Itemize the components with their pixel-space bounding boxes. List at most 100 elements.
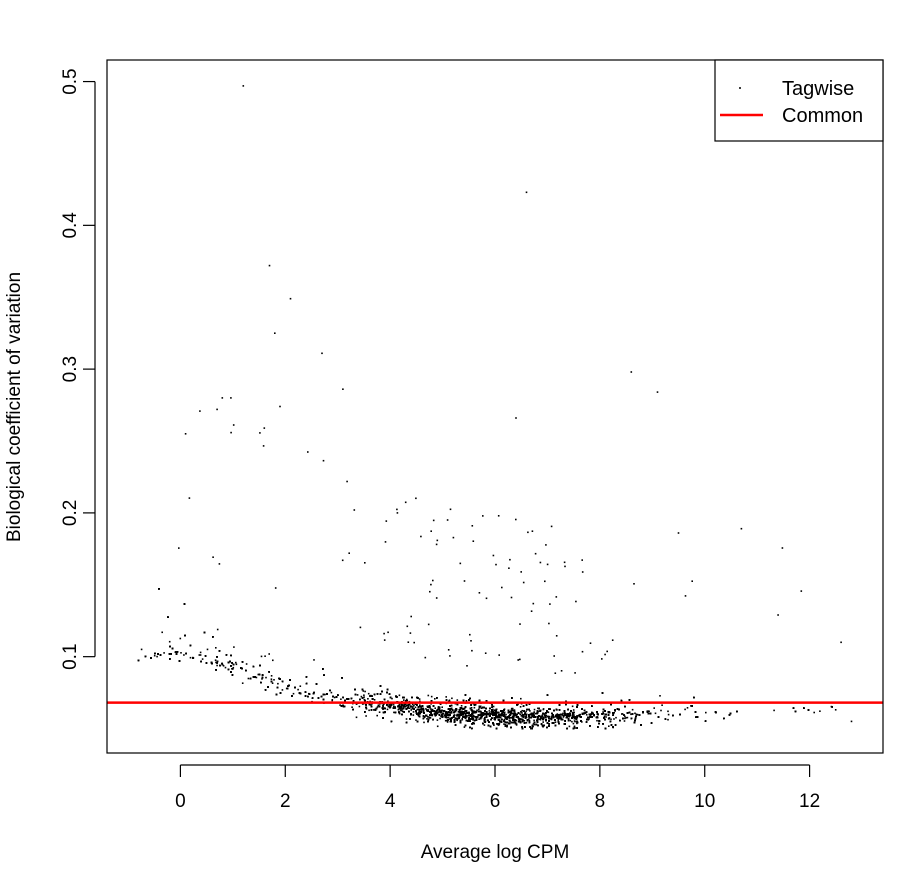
tagwise-point <box>247 677 250 680</box>
tagwise-point <box>418 698 421 700</box>
tagwise-point <box>498 719 501 721</box>
tagwise-point <box>390 704 393 706</box>
tagwise-point <box>434 707 436 709</box>
tagwise-point <box>605 716 607 718</box>
tagwise-point <box>456 719 458 722</box>
tagwise-point <box>509 717 511 719</box>
tagwise-point <box>414 706 417 709</box>
tagwise-point <box>520 697 522 700</box>
tagwise-point <box>684 708 686 711</box>
tagwise-point <box>363 698 366 701</box>
tagwise-point <box>585 714 588 716</box>
tagwise-point <box>465 700 468 702</box>
tagwise-point <box>373 709 375 711</box>
tagwise-point <box>515 724 518 726</box>
tagwise-point <box>427 709 430 711</box>
tagwise-point <box>532 723 535 725</box>
tagwise-point <box>515 716 518 718</box>
tagwise-point <box>179 637 182 640</box>
tagwise-point <box>667 710 669 713</box>
tagwise-point <box>454 720 456 722</box>
tagwise-point <box>430 708 432 710</box>
tagwise-point <box>437 711 440 713</box>
tagwise-point <box>400 704 403 707</box>
tagwise-point <box>498 711 500 714</box>
tagwise-point <box>483 712 485 714</box>
tagwise-point <box>394 707 397 709</box>
tagwise-point <box>536 715 539 718</box>
tagwise-point <box>630 713 632 716</box>
tagwise-point <box>419 704 421 706</box>
tagwise-point <box>498 716 500 719</box>
tagwise-point <box>513 709 516 711</box>
tagwise-point <box>281 689 284 691</box>
tagwise-point <box>331 699 334 701</box>
tagwise-point <box>168 640 171 643</box>
tagwise-point <box>376 706 379 708</box>
tagwise-point <box>493 724 495 726</box>
tagwise-point <box>410 714 412 716</box>
tagwise-point <box>417 708 419 710</box>
tagwise-point <box>541 714 544 717</box>
tagwise-point <box>245 663 248 665</box>
tagwise-point <box>562 716 565 718</box>
tagwise-point <box>478 708 480 711</box>
tagwise-point <box>587 719 590 721</box>
tagwise-point <box>367 692 370 695</box>
tagwise-point <box>206 648 209 651</box>
tagwise-point <box>626 716 629 719</box>
tagwise-point <box>224 666 227 669</box>
tagwise-point <box>516 713 518 715</box>
tagwise-point <box>436 725 439 728</box>
tagwise-point <box>342 705 345 708</box>
tagwise-point <box>388 703 390 706</box>
tagwise-point <box>297 688 299 691</box>
tagwise-point <box>615 716 617 719</box>
tagwise-point <box>417 715 420 717</box>
tagwise-point <box>542 716 545 718</box>
tagwise-point <box>510 716 512 719</box>
tagwise-point <box>456 713 458 716</box>
tagwise-point <box>426 718 428 720</box>
tagwise-point <box>413 704 415 707</box>
tagwise-point <box>554 721 557 723</box>
tagwise-point <box>231 668 233 670</box>
tagwise-point <box>268 653 270 655</box>
tagwise-point <box>572 722 575 725</box>
tagwise-point <box>292 692 295 695</box>
tagwise-point <box>614 710 616 712</box>
tagwise-point <box>517 721 520 723</box>
tagwise-point <box>533 711 535 713</box>
tagwise-point <box>514 722 517 725</box>
tagwise-point <box>183 654 185 656</box>
tagwise-point <box>363 694 365 696</box>
tagwise-point <box>568 725 571 728</box>
tagwise-point <box>471 710 474 713</box>
tagwise-point <box>156 655 158 658</box>
tagwise-point <box>434 698 436 700</box>
tagwise-point <box>270 678 273 680</box>
tagwise-point <box>505 713 507 716</box>
tagwise-point <box>189 656 192 659</box>
tagwise-point <box>415 719 417 721</box>
tagwise-point <box>667 718 669 721</box>
tagwise-point <box>608 725 610 727</box>
tagwise-point <box>567 719 570 722</box>
tagwise-point <box>460 705 463 707</box>
tagwise-point <box>214 659 217 661</box>
tagwise-point <box>364 690 366 693</box>
tagwise-point <box>521 712 523 714</box>
tagwise-point <box>623 720 626 722</box>
tagwise-point <box>356 694 359 696</box>
tagwise-point <box>819 710 821 712</box>
tagwise-point <box>365 708 368 710</box>
tagwise-point <box>180 652 182 654</box>
tagwise-point <box>546 711 549 713</box>
tagwise-point <box>631 708 634 711</box>
tagwise-point <box>235 663 238 666</box>
tagwise-point <box>360 695 363 698</box>
tagwise-point <box>492 708 494 711</box>
tagwise-point <box>457 711 460 713</box>
tagwise-point <box>834 709 837 711</box>
tagwise-point <box>285 687 288 690</box>
